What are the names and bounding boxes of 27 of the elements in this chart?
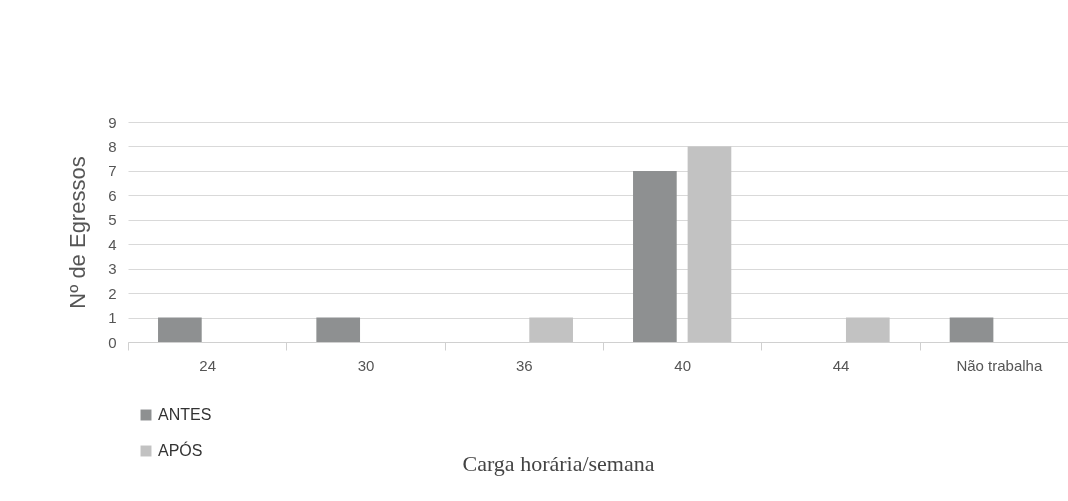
bar: [949, 317, 994, 342]
x-tick-label: 44: [832, 356, 850, 374]
y-tick-label: 7: [108, 162, 117, 180]
bar: [633, 170, 677, 342]
x-tick-label: 30: [357, 356, 375, 374]
bar: [316, 317, 361, 342]
y-tick-label: 0: [108, 333, 117, 351]
y-axis-title: Nº de Egressos: [65, 156, 91, 309]
bar: [158, 317, 202, 342]
legend-label: ANTES: [158, 406, 212, 423]
y-tick-label: 6: [108, 186, 117, 204]
bar: [529, 317, 573, 342]
x-tick-label: 36: [515, 356, 533, 374]
y-tick-label: 9: [108, 113, 117, 131]
bar: [845, 317, 890, 342]
x-tick-label: Não trabalha: [956, 356, 1043, 374]
y-tick-label: 8: [108, 137, 117, 155]
x-tick-label: 40: [674, 356, 692, 374]
x-axis-title: Carga horária/semana: [462, 450, 655, 476]
legend-label: APÓS: [158, 441, 203, 459]
x-tick-label: 24: [199, 356, 217, 374]
y-tick-label: 4: [108, 235, 117, 253]
y-tick-label: 1: [108, 309, 117, 327]
y-tick-label: 2: [108, 284, 117, 302]
y-tick-label: 3: [108, 260, 117, 278]
y-tick-label: 5: [108, 211, 117, 229]
bar: [687, 146, 732, 342]
